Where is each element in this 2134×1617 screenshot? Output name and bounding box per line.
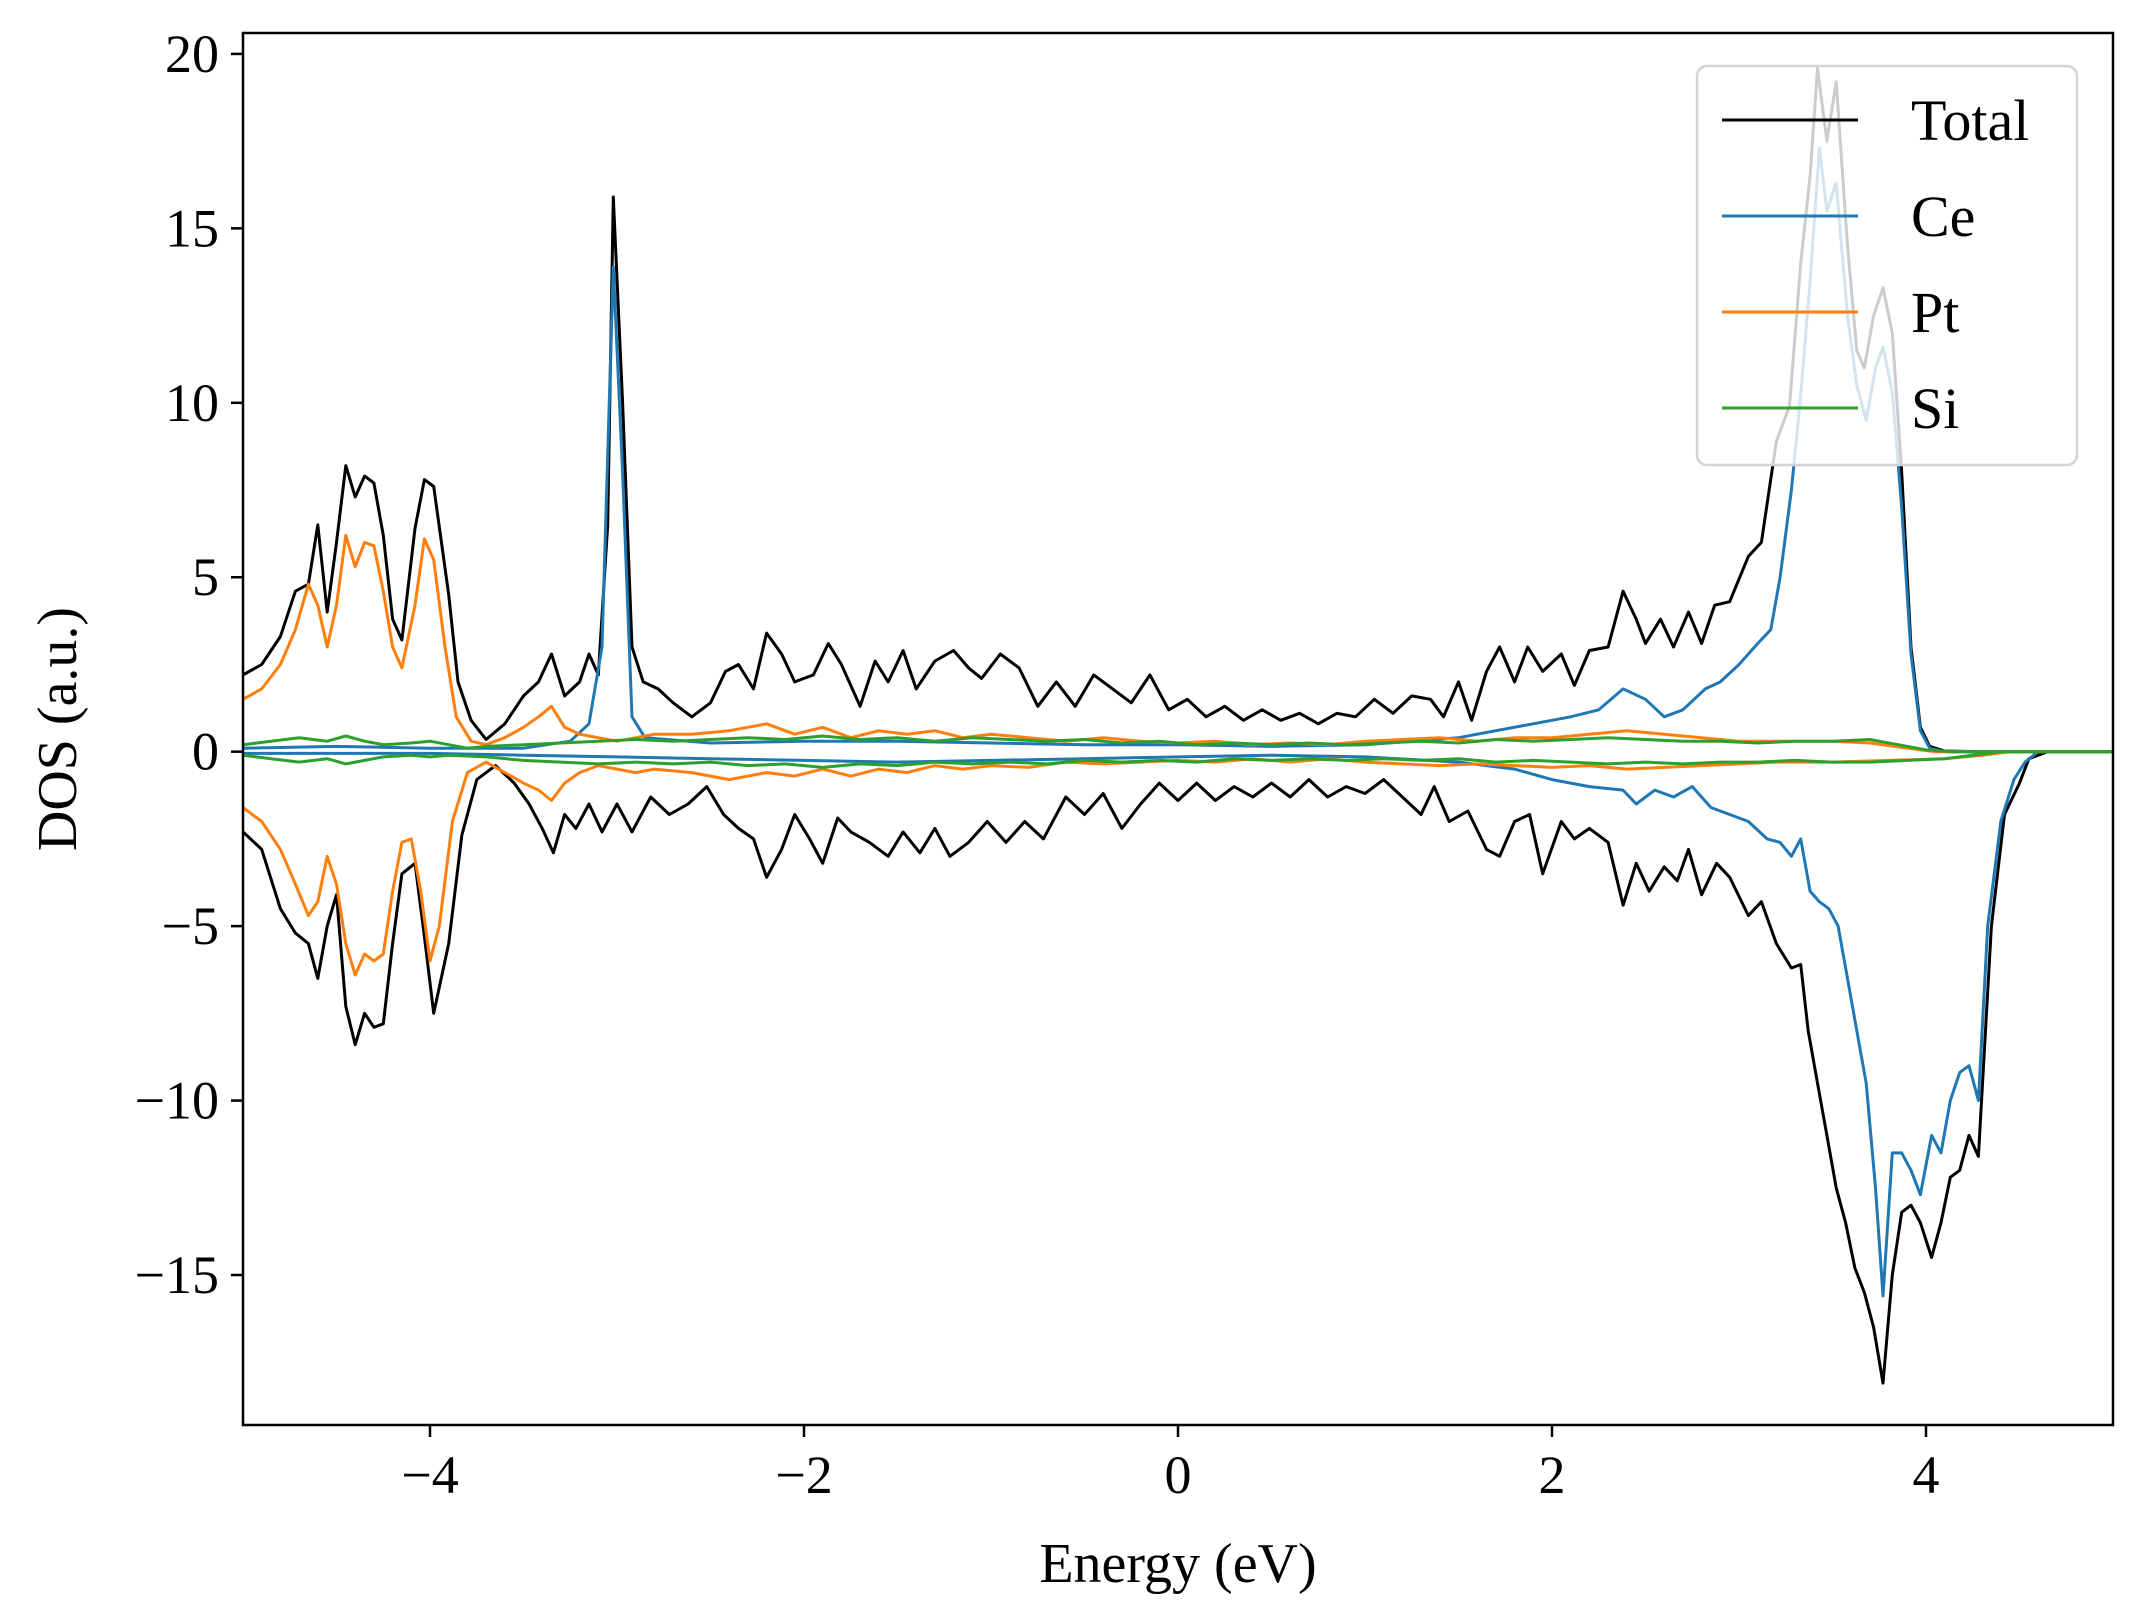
series-pt-up-line (243, 533, 2113, 754)
y-tick-label: −15 (135, 1245, 219, 1305)
legend-label-ce: Ce (1911, 184, 1975, 249)
series-si-up-line (243, 734, 2113, 754)
series-layer (243, 66, 2113, 1385)
y-tick-label: −10 (135, 1071, 219, 1131)
y-axis-ticks: 20 15 10 5 0 −5 −10 −15 (135, 24, 243, 1305)
legend-label-total: Total (1911, 88, 2029, 153)
x-tick-label: −2 (775, 1445, 832, 1505)
y-tick-label: 5 (192, 547, 219, 607)
x-tick-label: 4 (1913, 1445, 1940, 1505)
legend-label-si: Si (1911, 376, 1959, 441)
series-ce-down-line (243, 750, 2113, 1298)
y-tick-label: 15 (165, 198, 219, 258)
x-tick-label: 0 (1165, 1445, 1192, 1505)
series-total-up-line (243, 66, 2113, 754)
x-axis-ticks: −4 −2 0 2 4 (401, 1425, 1940, 1505)
series-si-down-line (243, 750, 2113, 769)
legend: Total Ce Pt Si (1695, 64, 2079, 467)
y-tick-label: 10 (165, 373, 219, 433)
legend-label-pt: Pt (1911, 280, 1959, 345)
y-tick-label: 0 (192, 722, 219, 782)
y-tick-label: −5 (162, 896, 219, 956)
x-tick-label: −4 (401, 1445, 458, 1505)
legend-box (1695, 64, 2079, 467)
x-tick-label: 2 (1539, 1445, 1566, 1505)
x-axis-label: Energy (eV) (1039, 1533, 1316, 1595)
y-tick-label: 20 (165, 24, 219, 84)
series-pt-down-line (243, 750, 2113, 977)
y-axis-label: DOS (a.u.) (27, 607, 89, 851)
